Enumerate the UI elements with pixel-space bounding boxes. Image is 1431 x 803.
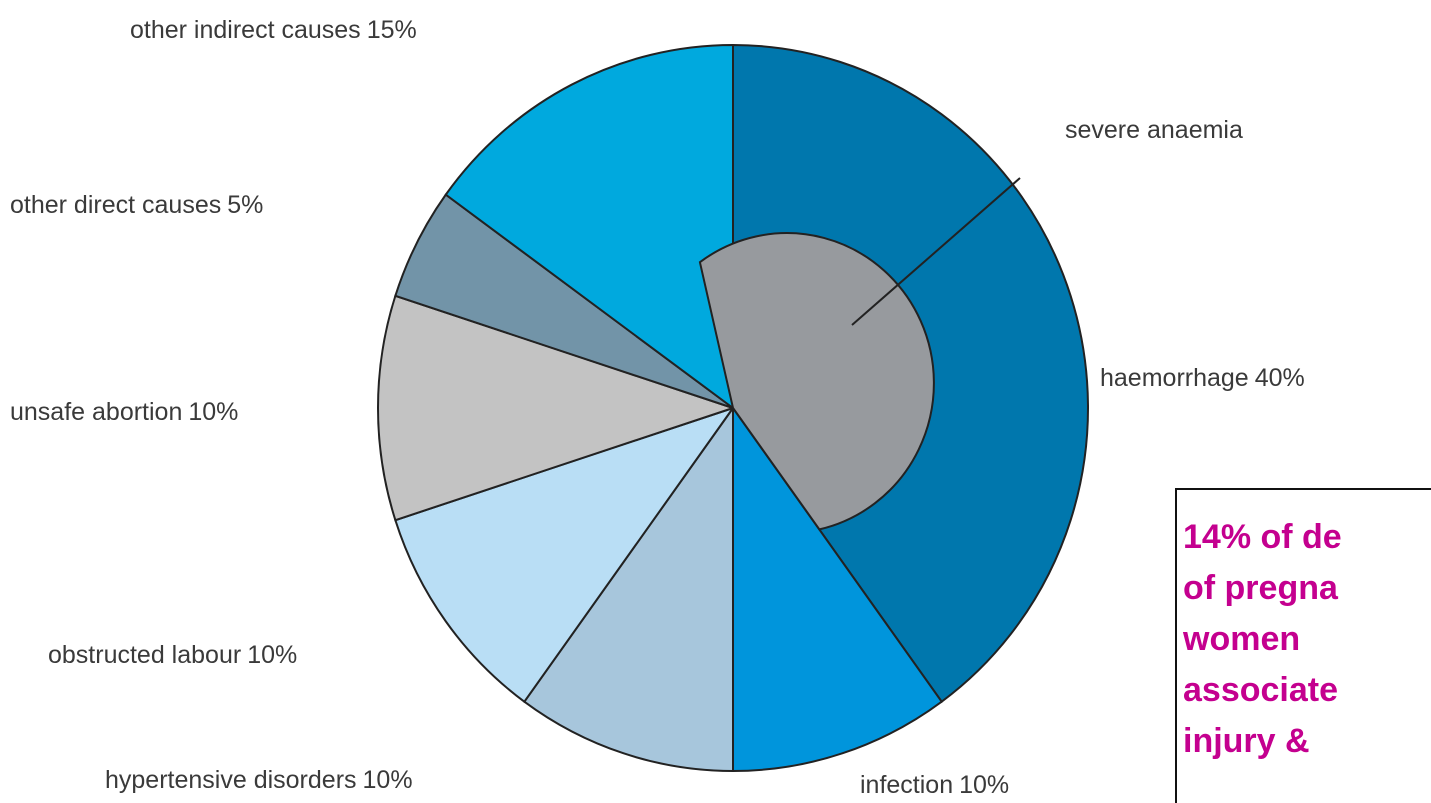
category-label: unsafe abortion [10,398,182,426]
value-label: 5% [227,191,263,219]
value-label: 15% [367,16,417,44]
category-label: obstructed labour [48,641,241,669]
value-label: 10% [959,771,1009,799]
slice [394,406,736,704]
note-line: 14% of de [1183,518,1342,556]
value-label: 40% [1255,364,1305,392]
severe-anaemia-wedge [698,232,935,531]
slice-label: obstructed labour 10% [48,641,297,669]
note-box [1175,488,1431,803]
category-label: haemorrhage [1100,364,1249,392]
slice-label: other direct causes 5% [10,191,263,219]
slice [732,404,944,773]
value-label: 10% [247,641,297,669]
slice [377,294,737,522]
slice [522,404,734,773]
value-label: 10% [363,766,413,794]
pie [377,43,1089,773]
slice-label: infection 10% [860,771,1009,799]
slice-label: other indirect causes 15% [130,16,417,44]
note-line: associate [1183,671,1338,709]
note-line: of pregna [1183,569,1339,607]
value-label: 10% [188,398,238,426]
note: 14% of de of pregna women associate injury & [1182,518,1342,760]
note-line: women [1182,620,1300,658]
slice-label: haemorrhage 40% [1100,364,1305,392]
note-line: injury & [1183,722,1310,760]
slice [444,43,734,410]
annotation: severe anaemia [1065,116,1243,144]
category-label: infection [860,771,953,799]
category-label: hypertensive disorders [105,766,357,794]
slice-label: unsafe abortion 10% [10,398,238,426]
category-label: other direct causes [10,191,221,219]
leader-line [851,177,1021,326]
category-label: other indirect causes [130,16,361,44]
slice-label: hypertensive disorders 10% [105,766,413,794]
